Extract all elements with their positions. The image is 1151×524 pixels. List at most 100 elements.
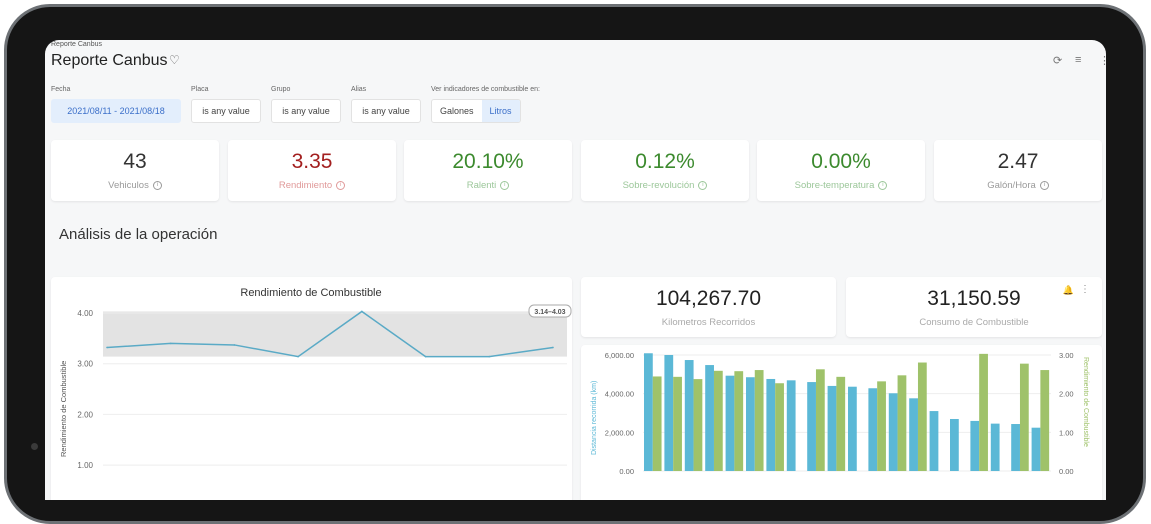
date-filter[interactable]: 2021/08/11 - 2021/08/18 bbox=[51, 99, 181, 123]
metric-value: 104,267.70 bbox=[655, 287, 762, 310]
kpi-card: 3.35 Rendimiento i bbox=[228, 140, 396, 201]
data-point bbox=[297, 355, 299, 358]
page-title: Reporte Canbus bbox=[51, 52, 168, 69]
breadcrumb[interactable]: Reporte Canbus bbox=[51, 41, 102, 48]
distance-bar bbox=[990, 423, 1000, 471]
distance-bar bbox=[929, 411, 939, 471]
y-axis-label: Distancia recorrida (km) bbox=[591, 381, 598, 455]
y2-tick-label: 0.00 bbox=[1059, 467, 1074, 476]
chart-title: Rendimiento de Combustible bbox=[240, 287, 381, 299]
info-icon[interactable]: i bbox=[1039, 180, 1049, 190]
units-label: Ver indicadores de combustible en: bbox=[431, 86, 540, 93]
metric-value: 31,150.59 bbox=[927, 287, 1021, 310]
y2-tick-label: 3.00 bbox=[1059, 351, 1074, 360]
distance-bar bbox=[1011, 424, 1020, 471]
y-tick-label: 4,000.00 bbox=[605, 390, 634, 399]
metric-label: Consumo de Combustible bbox=[919, 317, 1029, 328]
y-tick-label: 2,000.00 bbox=[605, 428, 634, 437]
info-icon[interactable]: i bbox=[878, 180, 888, 190]
dashboard-screen: Reporte Canbus Reporte Canbus ♡ ⟳ ≡ ⋮ Fe… bbox=[45, 40, 1106, 500]
kpi-label-row: Rendimiento i bbox=[228, 180, 396, 191]
kpi-card: 20.10% Ralenti i bbox=[404, 140, 572, 201]
kpi-value: 0.12% bbox=[635, 150, 695, 173]
y-tick-label: 4.00 bbox=[77, 309, 93, 318]
info-icon[interactable]: i bbox=[698, 180, 708, 190]
distance-bar bbox=[644, 353, 653, 471]
data-point bbox=[169, 342, 172, 345]
band-label: 3.14–4.03 bbox=[534, 309, 565, 316]
kpi-card: 0.12% Sobre-revolución i bbox=[581, 140, 749, 201]
units-option-litros[interactable]: Litros bbox=[481, 100, 520, 122]
section-title: Análisis de la operación bbox=[59, 226, 218, 243]
metric-card-fuel: 31,150.59 Consumo de Combustible 🔔 ⋮ bbox=[846, 277, 1102, 337]
info-icon[interactable]: i bbox=[336, 180, 346, 190]
filter-label-alias: Alias bbox=[351, 86, 367, 93]
data-point bbox=[106, 346, 108, 349]
kpi-label: Galón/Hora bbox=[987, 180, 1036, 191]
data-point bbox=[552, 346, 554, 349]
kpi-value: 43 bbox=[123, 150, 147, 173]
data-point bbox=[361, 310, 363, 313]
y-axis-label: Rendimiento de Combustible bbox=[59, 361, 68, 457]
y-tick-label: 3.00 bbox=[77, 360, 93, 369]
rendimiento-bar bbox=[917, 362, 927, 471]
metric-label: Kilometros Recorridos bbox=[661, 317, 756, 328]
alias-filter[interactable]: is any value bbox=[351, 99, 421, 123]
camera bbox=[31, 443, 38, 450]
distance-bar bbox=[705, 365, 714, 471]
kpi-label-row: Ralenti i bbox=[404, 180, 572, 191]
info-icon[interactable]: i bbox=[500, 180, 510, 190]
grupo-filter[interactable]: is any value bbox=[271, 99, 341, 123]
distance-bar bbox=[746, 377, 755, 471]
rendimiento-bar bbox=[1019, 363, 1029, 471]
distance-bar bbox=[888, 393, 898, 471]
kpi-label: Ralenti bbox=[466, 180, 497, 191]
distance-bar bbox=[807, 382, 816, 471]
units-option-galones[interactable]: Galones bbox=[440, 106, 474, 116]
distance-bar bbox=[827, 385, 837, 471]
distance-bar bbox=[848, 386, 857, 471]
kpi-label-row: Sobre-temperatura i bbox=[757, 180, 925, 191]
kpi-label-row: Galón/Hora i bbox=[934, 180, 1102, 191]
filter-label-grupo: Grupo bbox=[271, 86, 291, 93]
kpi-card: 2.47 Galón/Hora i bbox=[934, 140, 1102, 201]
distance-bar bbox=[684, 360, 694, 471]
line-chart-card: Rendimiento de Combustible 4.00 3.00 2.00 1.… bbox=[51, 277, 572, 500]
distance-bar bbox=[664, 355, 674, 471]
more-vert-icon[interactable]: ⋮ bbox=[1099, 55, 1106, 67]
info-icon[interactable]: i bbox=[152, 180, 162, 190]
rendimiento-bar bbox=[836, 376, 846, 471]
distance-bar bbox=[1031, 427, 1041, 471]
more-vert-icon[interactable]: ⋮ bbox=[1080, 284, 1090, 295]
rendimiento-bar bbox=[673, 376, 682, 471]
rendimiento-bar bbox=[775, 383, 784, 471]
bar-chart-card: 6,000.00 3.00 4,000.00 2.00 2,000.00 1.00 0.00… bbox=[581, 345, 1102, 500]
series-line bbox=[106, 310, 554, 358]
rendimiento-bar bbox=[734, 371, 744, 471]
placa-filter[interactable]: is any value bbox=[191, 99, 261, 123]
kpi-value: 2.47 bbox=[997, 150, 1039, 173]
units-toggle: Galones Litros bbox=[431, 99, 521, 123]
heart-icon[interactable]: ♡ bbox=[169, 53, 180, 67]
rendimiento-bar bbox=[693, 379, 703, 471]
range-band bbox=[103, 311, 567, 357]
rendimiento-bar bbox=[652, 376, 662, 471]
distance-bar bbox=[950, 418, 959, 471]
rendimiento-bar bbox=[897, 375, 907, 471]
data-point bbox=[488, 355, 491, 358]
band-label-box bbox=[528, 304, 572, 318]
distance-bar bbox=[766, 378, 776, 471]
bell-icon[interactable]: 🔔 bbox=[1062, 285, 1074, 295]
line-chart: Rendimiento de Combustible 4.00 3.00 2.00 1.… bbox=[59, 287, 572, 470]
distance-bar bbox=[786, 380, 796, 471]
rendimiento-bar bbox=[713, 370, 723, 471]
kpi-value: 3.35 bbox=[291, 150, 333, 173]
kpi-label: Sobre-revolución bbox=[622, 180, 695, 191]
kpi-label-row: Vehiculos i bbox=[51, 180, 219, 191]
y-tick-label: 6,000.00 bbox=[605, 351, 634, 360]
y-tick-label: 2.00 bbox=[77, 410, 93, 419]
refresh-icon[interactable]: ⟳ bbox=[1053, 55, 1063, 67]
filter-icon[interactable]: ≡ bbox=[1075, 54, 1082, 66]
distance-bar bbox=[970, 420, 980, 471]
filter-label-fecha: Fecha bbox=[51, 86, 71, 93]
